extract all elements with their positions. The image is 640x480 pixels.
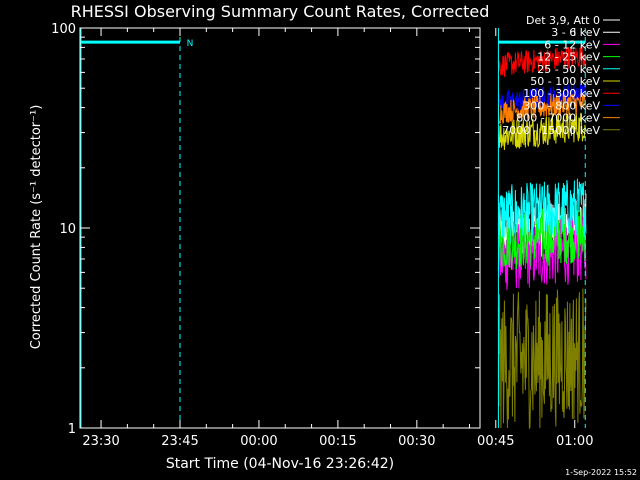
- x-tick-label: 00:15: [319, 434, 356, 449]
- series-line-8: [497, 288, 587, 430]
- legend-entry-label: 50 - 100 keV: [530, 75, 600, 88]
- legend-entry-label: 7000 - 15000 keV: [502, 124, 600, 137]
- series-line-4: [497, 112, 587, 151]
- legend-entry-label: 300 - 800 keV: [523, 99, 600, 112]
- x-tick-label: 01:00: [556, 434, 593, 449]
- y-tick-label: 100: [51, 22, 76, 37]
- legend-header: Det 3,9, Att 0: [526, 14, 600, 27]
- x-tick-label: 00:00: [240, 434, 277, 449]
- chart-title: RHESSI Observing Summary Count Rates, Co…: [71, 2, 490, 21]
- x-tick-label: 23:30: [82, 434, 119, 449]
- legend-entry-label: 3 - 6 keV: [551, 26, 600, 39]
- legend-entry-label: 100 - 300 keV: [523, 87, 600, 100]
- series-line-5: [497, 45, 587, 78]
- x-tick-label: 00:45: [477, 434, 514, 449]
- legend-entry-label: 12 - 25 keV: [537, 51, 600, 64]
- series-line-7: [497, 92, 587, 124]
- legend-entry-label: 6 - 12 keV: [544, 38, 600, 51]
- x-tick-label: 23:45: [161, 434, 198, 449]
- series-line-3: [497, 178, 587, 244]
- x-tick-label: 00:30: [398, 434, 435, 449]
- axes-layer: 23:30 23:45 00:00 00:15 00:30 00:45 01:00 1 10 10…: [51, 22, 593, 449]
- footer-date: 1-Sep-2022 15:52: [565, 468, 637, 477]
- legend-entry-label: 800 - 7000 keV: [516, 112, 600, 125]
- y-axis-label: Corrected Count Rate (s⁻¹ detector⁻¹): [29, 105, 44, 350]
- x-axis-label: Start Time (04-Nov-16 23:26:42): [166, 456, 394, 472]
- y-tick-label: 1: [68, 422, 76, 437]
- legend-entry-label: 25 - 50 keV: [537, 63, 600, 76]
- night-marker-label: N: [187, 39, 194, 49]
- y-tick-label: 10: [59, 222, 76, 237]
- series-layer: [497, 45, 587, 430]
